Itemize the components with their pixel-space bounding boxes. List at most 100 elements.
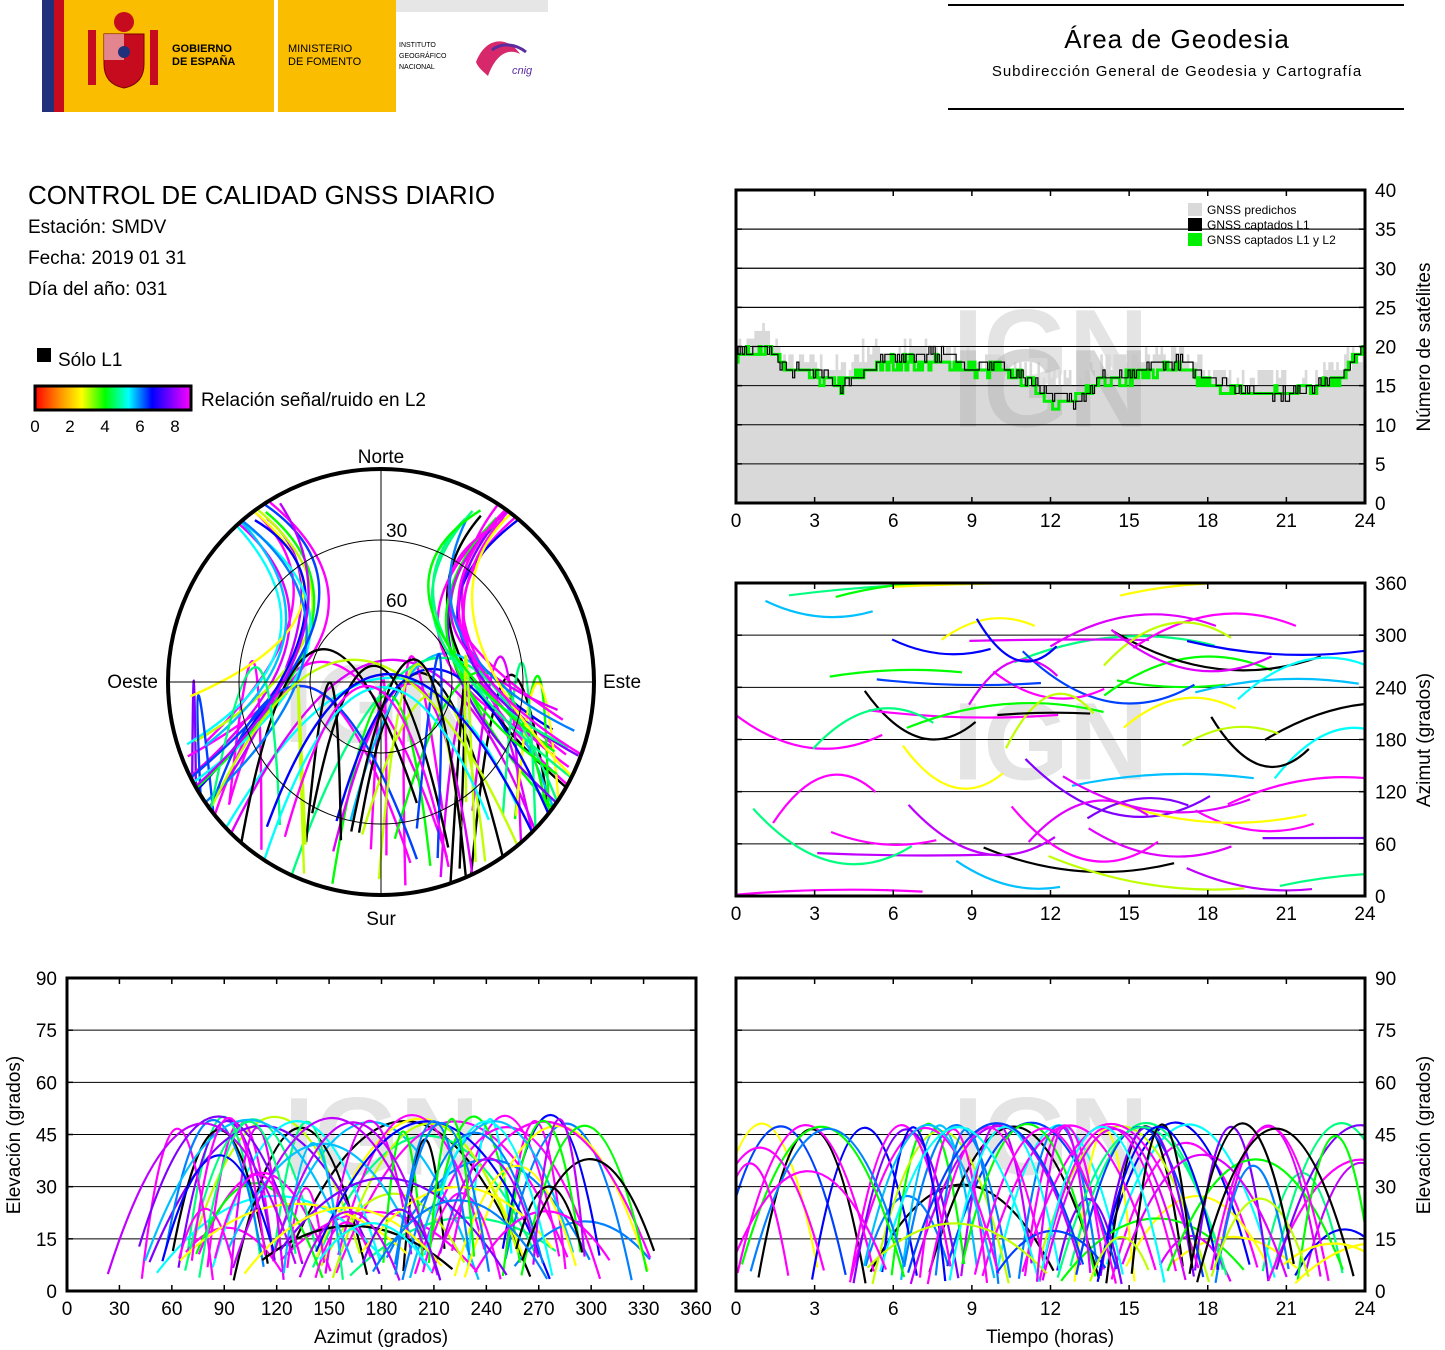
y-tick-label: 0 (1375, 887, 1386, 908)
satellite-track (211, 658, 520, 848)
azimuth-track (1048, 855, 1245, 891)
snr-tick-label: 8 (170, 417, 179, 436)
x-tick-label: 24 (1354, 511, 1376, 532)
elevation-time-track (1041, 1127, 1187, 1281)
x-tick-label: 3 (809, 511, 820, 532)
elevation-time-track (849, 1124, 952, 1279)
elevation-time-track (881, 1126, 947, 1282)
y-axis-label: Número de satélites (1414, 263, 1435, 432)
ministry-line1: MINISTERIO (288, 43, 353, 55)
satellite-track (265, 673, 560, 891)
elevation-time-track (1035, 1126, 1092, 1282)
ministry-line2: DE FOMENTO (288, 56, 362, 68)
azimuth-track (1186, 639, 1365, 657)
satellite-track (288, 656, 566, 882)
satellite-track (431, 517, 572, 779)
y-tick-label: 60 (36, 1073, 57, 1094)
satellite-track (187, 501, 331, 758)
y-tick-label: 240 (1375, 678, 1407, 699)
elevation-time-track (736, 1162, 790, 1276)
elevation-time-track (1196, 1127, 1355, 1283)
legend-entry: GNSS captados L1 (1207, 218, 1310, 232)
x-axis-label: Azimut (grados) (314, 1327, 448, 1348)
azimuth-track (891, 638, 991, 656)
x-tick-label: 150 (313, 1299, 345, 1320)
y-tick-label: 15 (36, 1230, 57, 1251)
elevation-azimuth-track (421, 1192, 502, 1280)
elevation-azimuth-track (513, 1220, 651, 1267)
elevation-time-track (740, 1125, 906, 1278)
satellite-track (463, 654, 477, 863)
elevation-time-track (1210, 1197, 1310, 1278)
satellite-track (190, 679, 198, 853)
azimuth-track (1024, 758, 1211, 818)
azimuth-track (772, 773, 877, 824)
satellite-track (514, 681, 563, 840)
azimuth-track (969, 638, 1149, 642)
azimuth-track (1062, 775, 1251, 814)
x-tick-label: 30 (109, 1299, 130, 1320)
y-tick-label: 360 (1375, 574, 1407, 595)
x-tick-label: 60 (161, 1299, 182, 1320)
elevation-time-track (1267, 1158, 1365, 1281)
elevation-time-track (848, 1126, 1000, 1283)
elevation-azimuth-track (187, 1115, 361, 1259)
legend-swatch (1188, 203, 1202, 216)
elevation-azimuth-track (532, 1118, 586, 1265)
y-tick-label: 75 (1375, 1021, 1396, 1042)
elevation-azimuth-track (165, 1118, 265, 1268)
satellite-track (470, 507, 572, 776)
elevation-time-track (961, 1123, 1097, 1277)
compass-west: Oeste (107, 672, 158, 693)
header-rule-top (948, 4, 1404, 6)
azimuth-track (736, 888, 923, 896)
satellite-track (189, 508, 305, 698)
x-axis-label: Tiempo (horas) (986, 1327, 1114, 1348)
elevation-time-track (1214, 1164, 1290, 1284)
elevation-time-track (1041, 1125, 1166, 1283)
snr-ticks: 0 2 4 6 8 (30, 417, 179, 436)
azimuth-track (1186, 867, 1313, 892)
elevation-time-track (736, 1170, 888, 1270)
y-tick-label: 120 (1375, 783, 1407, 804)
y-tick-label: 60 (1375, 835, 1396, 856)
doy-label: Día del año: 031 (28, 279, 168, 300)
elevation-azimuth-track (298, 1210, 401, 1281)
x-tick-label: 6 (888, 904, 899, 925)
elevation-azimuth-track (372, 1199, 549, 1280)
azimuth-track (1119, 583, 1228, 597)
skyplot-horizon (166, 467, 596, 897)
ign-line1: INSTITUTO (399, 42, 436, 49)
flag-yellow-band (64, 0, 274, 112)
satellite-track (350, 658, 467, 877)
azimuth-track (1014, 635, 1215, 664)
elevation-time-track (1073, 1129, 1136, 1282)
x-tick-label: 12 (1040, 511, 1061, 532)
elevation-time-track (1096, 1125, 1220, 1283)
satellite-track (471, 655, 524, 866)
elevation-time-track (810, 1126, 918, 1280)
satellite-track (283, 684, 450, 868)
x-tick-label: 21 (1276, 1299, 1297, 1320)
azimuth-track (907, 804, 1056, 857)
elevation-time-track (1110, 1141, 1259, 1280)
compass-south: Sur (366, 909, 396, 930)
satellite-track (204, 503, 288, 747)
elevation-time-track (1275, 1124, 1365, 1270)
x-tick-label: 180 (366, 1299, 398, 1320)
azimuth-track (1182, 725, 1279, 747)
elevation-time-track (1130, 1123, 1194, 1274)
x-tick-label: 0 (731, 1299, 742, 1320)
azimuth-track (1005, 692, 1095, 749)
x-tick-label: 15 (1119, 904, 1140, 925)
elevation-time-track (1121, 1153, 1288, 1278)
azimuth-track (940, 617, 1036, 641)
y-tick-label: 30 (36, 1178, 57, 1199)
azimuth-track (1210, 716, 1310, 768)
header-rule-bottom (948, 108, 1404, 110)
azimuth-track (1049, 613, 1217, 648)
y-tick-label: 0 (1375, 494, 1386, 515)
